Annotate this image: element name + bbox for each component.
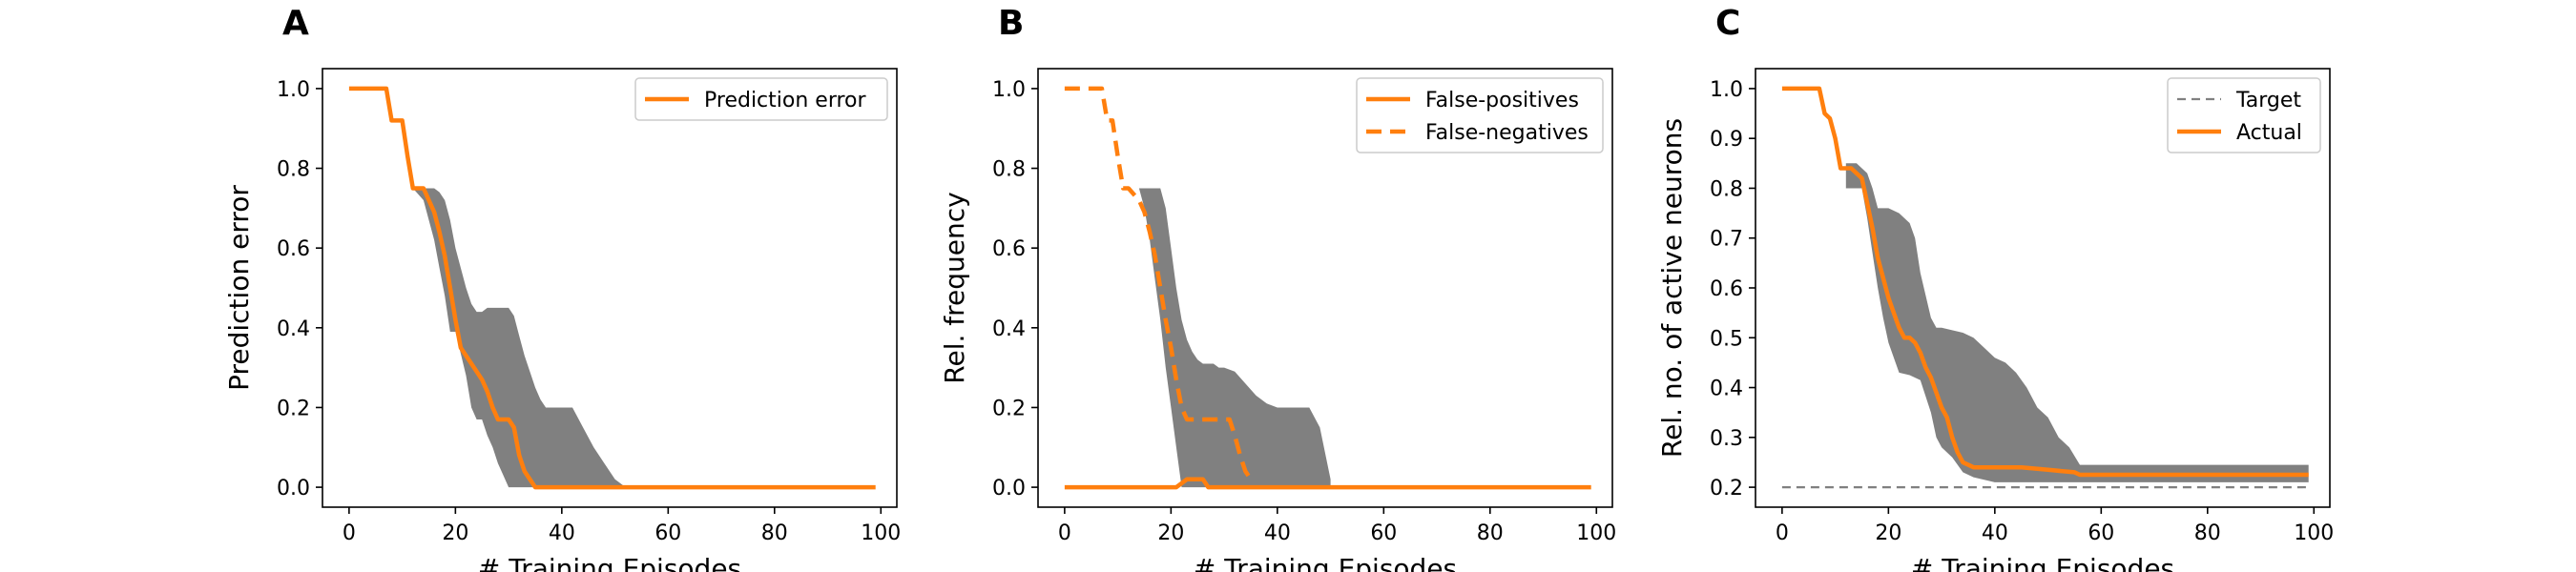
panel-a: 0 20 40 60 80 100 0.0 0.2 0.4 0.6 0.8 1.0 # Training…	[223, 68, 901, 572]
x-axis-label: # Training Episodes	[478, 553, 741, 572]
x-tick-label: 40	[1264, 521, 1291, 545]
axes-frame	[322, 68, 898, 508]
y-tick-label: 0.4	[277, 317, 310, 341]
axes-frame	[1037, 68, 1613, 508]
x-tick-label: 60	[1370, 521, 1397, 545]
y-tick-label: 0.2	[1710, 477, 1743, 500]
y-axis-label: Prediction error	[223, 185, 255, 391]
y-tick-label: 0.8	[277, 158, 310, 182]
x-tick-label: 0	[1776, 521, 1789, 545]
panel-label-c: C	[1715, 4, 1740, 43]
plot-area	[1064, 86, 1591, 490]
variance-band	[1138, 188, 1331, 488]
y-tick-label: 0.6	[992, 237, 1026, 261]
y-axis-label: Rel. frequency	[939, 192, 970, 383]
legend-label-target: Target	[2235, 89, 2301, 112]
y-tick-label: 0.2	[992, 397, 1026, 420]
legend: Prediction error	[634, 77, 888, 121]
x-tick-label: 100	[2294, 521, 2334, 545]
plot-area	[1781, 86, 2309, 489]
x-axis-label: # Training Episodes	[1911, 553, 2174, 572]
legend-label-false-negatives: False-negatives	[1425, 121, 1589, 145]
legend: Target Actual	[2167, 77, 2321, 153]
y-tick-label: 0.2	[277, 397, 310, 420]
x-tick-label: 40	[1982, 521, 2008, 545]
y-tick-label: 0.0	[992, 477, 1026, 500]
y-tick-label: 0.8	[1710, 177, 1743, 201]
series-line-false-positives	[1064, 477, 1591, 490]
legend-label-false-positives: False-positives	[1425, 89, 1579, 112]
x-tick-label: 80	[761, 521, 788, 545]
y-tick-label: 0.8	[992, 158, 1026, 182]
x-tick-label: 20	[442, 521, 468, 545]
panel-label-a: A	[282, 4, 309, 43]
legend-box	[634, 77, 888, 121]
series-line-false-negatives	[1064, 86, 1253, 480]
x-tick-label: 0	[343, 521, 356, 545]
y-tick-label: 0.3	[1710, 427, 1743, 451]
y-tick-label: 0.9	[1710, 128, 1743, 152]
y-tick-label: 0.4	[1710, 378, 1743, 401]
panel-label-b: B	[998, 4, 1024, 43]
x-axis-label: # Training Episodes	[1194, 553, 1457, 572]
variance-band	[1845, 163, 2309, 482]
legend-box	[2167, 77, 2321, 153]
legend-label-prediction-error: Prediction error	[704, 89, 866, 112]
x-tick-label: 60	[2088, 521, 2114, 545]
y-tick-label: 1.0	[1710, 78, 1743, 102]
series-line-prediction-error	[348, 86, 876, 490]
legend-label-actual: Actual	[2236, 121, 2302, 145]
panel-c: 0 20 40 60 80 100 0.2 0.3 0.4 0.5 0.6 0.7 0.8 0.9 1.0 #…	[1656, 68, 2334, 572]
y-tick-label: 0.5	[1710, 327, 1743, 351]
legend-box	[1356, 77, 1604, 153]
x-tick-label: 60	[654, 521, 681, 545]
series-line-actual	[1781, 86, 2309, 478]
x-tick-label: 80	[2194, 521, 2221, 545]
y-tick-label: 0.7	[1710, 228, 1743, 252]
y-tick-label: 0.0	[277, 477, 310, 500]
x-tick-label: 80	[1477, 521, 1504, 545]
x-tick-label: 100	[861, 521, 901, 545]
variance-band	[412, 188, 626, 488]
x-tick-label: 0	[1058, 521, 1071, 545]
x-tick-label: 20	[1157, 521, 1184, 545]
legend: False-positives False-negatives	[1356, 77, 1604, 153]
x-tick-label: 100	[1576, 521, 1616, 545]
y-tick-label: 0.6	[277, 237, 310, 261]
y-tick-label: 0.6	[1710, 277, 1743, 301]
panel-b: 0 20 40 60 80 100 0.0 0.2 0.4 0.6 0.8 1.0 # Training…	[939, 68, 1616, 572]
x-tick-label: 20	[1875, 521, 1901, 545]
y-tick-label: 1.0	[992, 78, 1026, 102]
y-axis-label: Rel. no. of active neurons	[1656, 118, 1688, 458]
y-tick-label: 0.4	[992, 317, 1026, 341]
x-tick-label: 40	[549, 521, 575, 545]
y-tick-label: 1.0	[277, 78, 310, 102]
plot-area	[348, 86, 876, 490]
